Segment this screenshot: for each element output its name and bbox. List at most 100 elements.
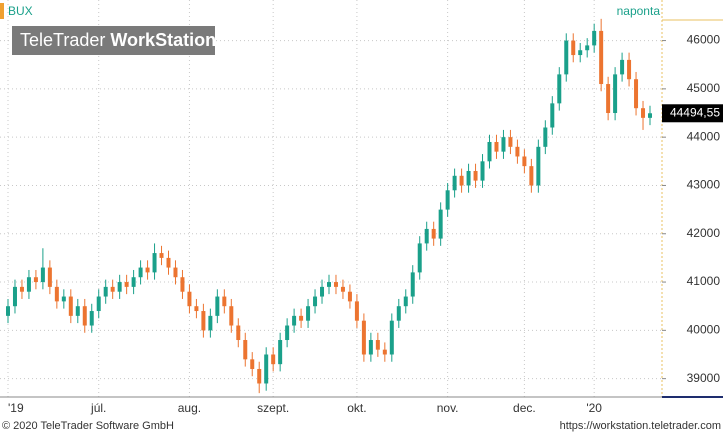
candle-body [243,340,248,360]
candle-body [417,243,422,273]
candle-body [166,257,171,268]
candle-body [264,354,269,384]
candle-body [431,228,436,239]
candle-body [229,306,234,326]
candle-body [480,161,485,181]
candle-body [340,286,345,292]
y-tick-label: 43000 [687,178,721,192]
candle-body [47,267,52,287]
x-tick-label: júl. [90,401,106,415]
candle-body [33,277,38,283]
candle-body [606,84,611,114]
candle-body [173,267,178,278]
candle-body [145,267,150,273]
candle-body [187,291,192,307]
candle-body [292,315,297,326]
candle-body [641,108,646,118]
candle-body [215,296,220,316]
candle-body [159,253,164,258]
candle-body [473,170,478,181]
candle-body [550,103,555,128]
last-price-box [662,104,723,123]
candle-body [522,156,527,167]
candle-body [117,282,122,292]
candle-body [250,359,255,369]
candle-body [26,277,31,292]
y-tick-label: 45000 [687,81,721,95]
y-tick-label: 44000 [687,129,721,143]
candle-body [82,306,87,326]
candle-body [599,30,604,85]
candle-body [285,325,290,341]
candle-body [389,320,394,355]
candle-body [445,190,450,210]
candle-body [320,286,325,297]
period-label: naponta [617,4,661,18]
candle-body [571,40,576,56]
x-tick-label: nov. [437,401,459,415]
footer-left: © 2020 TeleTrader Software GmbH [2,420,174,432]
candle-body [459,175,464,186]
watermark-part: TeleTrader [20,30,105,50]
y-tick-label: 46000 [687,33,721,47]
candle-body [180,277,185,292]
candle-body [110,286,115,292]
candle-body [68,296,73,316]
candle-body [124,282,129,287]
candle-body [194,306,199,312]
candle-body [257,368,262,384]
candle-body [396,306,401,321]
x-tick-label: okt. [347,401,366,415]
candle-body [375,340,380,350]
candle-body [529,166,534,186]
x-tick-label: aug. [178,401,201,415]
candle-body [508,137,513,147]
candle-body [543,127,548,147]
candle-body [306,306,311,321]
watermark-box [12,26,215,55]
candle-body [466,170,471,186]
candle-body [634,79,639,109]
watermark: TeleTrader WorkStation [20,30,216,50]
candle-body [12,286,17,307]
plot-area [0,0,662,397]
legend-entry: BUX [8,4,33,18]
candle-body [613,74,618,114]
candle-body [75,306,80,316]
x-tick-label: '20 [586,401,602,415]
candle-body [382,349,387,355]
candle-body [410,272,415,297]
candle-body [131,277,136,287]
candle-body [6,306,10,316]
candle-body [438,209,443,239]
watermark-part: WorkStation [110,30,216,50]
candle-body [138,267,143,278]
candle-body [278,340,283,365]
candle-body [564,40,569,75]
candle-body [103,286,108,297]
candle-body [368,340,373,355]
last-price-label: 44494,55 [670,105,720,119]
candle-body [515,146,520,157]
y-tick-label: 42000 [687,226,721,240]
candle-body [452,175,457,191]
candle-body [487,141,492,162]
candle-body [592,30,597,46]
candle-body [313,296,318,307]
candle-body [201,311,206,331]
y-tick-label: 39000 [687,371,721,385]
candle-body [299,315,304,321]
candle-body [403,296,408,307]
candle-body [501,137,506,152]
x-tick-label: szept. [257,401,289,415]
candle-body [585,45,590,51]
candle-body [54,286,59,302]
candle-body [361,320,366,355]
candle-body [236,325,241,341]
legend-swatch [0,3,4,19]
footer-right: https://workstation.teletrader.com [560,420,721,432]
y-tick-label: 41000 [687,274,721,288]
candle-body [61,296,66,302]
candle-body [40,267,45,283]
